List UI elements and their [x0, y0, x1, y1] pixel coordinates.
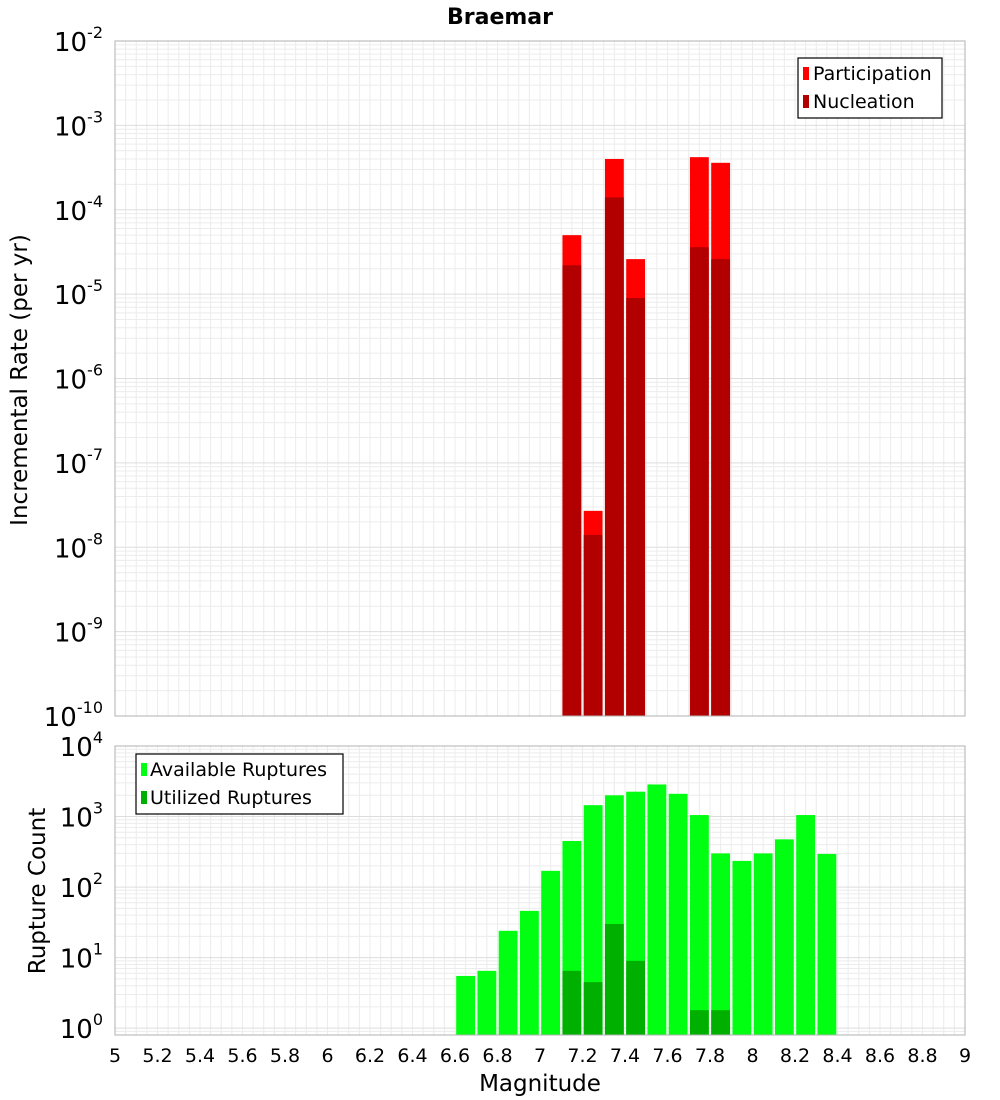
top-legend: Participation Nucleation — [797, 57, 943, 119]
nucleation-bar — [689, 247, 709, 716]
legend-swatch-participation — [803, 67, 809, 80]
x-tick-label: 7.6 — [652, 1045, 682, 1067]
y-tick-label: 101 — [60, 940, 103, 975]
available-ruptures-bar — [689, 815, 709, 1035]
available-ruptures-bar — [774, 839, 794, 1035]
x-tick-label: 6.4 — [397, 1045, 427, 1067]
available-ruptures-bar — [796, 815, 816, 1035]
legend-label-available-ruptures: Available Ruptures — [150, 759, 327, 781]
available-ruptures-bar — [541, 870, 561, 1035]
legend-swatch-available-ruptures — [141, 763, 147, 776]
available-ruptures-bar — [477, 970, 497, 1035]
nucleation-bar — [604, 197, 624, 717]
x-tick-label: 5.2 — [142, 1045, 172, 1067]
x-tick-label: 8.8 — [907, 1045, 937, 1067]
legend-label-utilized-ruptures: Utilized Ruptures — [150, 787, 312, 809]
y-tick-label: 10-9 — [54, 614, 103, 649]
x-tick-label: 8.6 — [865, 1045, 895, 1067]
legend-label-nucleation: Nucleation — [813, 91, 915, 113]
y-tick-label: 10-8 — [54, 529, 103, 564]
y-tick-label: 10-10 — [44, 698, 103, 733]
x-tick-label: 5.6 — [227, 1045, 257, 1067]
available-ruptures-bar — [711, 853, 731, 1035]
utilized-ruptures-bar — [562, 970, 582, 1035]
x-tick-label: 6 — [321, 1045, 333, 1067]
top-y-tick-labels: 10-10 10-9 10-8 10-7 10-6 10-5 10-4 10-3 10-2 — [44, 23, 103, 733]
bottom-plot-frame — [114, 745, 966, 1036]
y-tick-label: 102 — [60, 869, 103, 904]
bottom-legend-box — [135, 753, 344, 815]
top-legend-box — [797, 57, 943, 119]
x-axis-label: Magnitude — [479, 1071, 601, 1097]
utilized-ruptures-bar — [711, 1010, 731, 1035]
legend-swatch-nucleation — [803, 95, 809, 108]
y-tick-label: 10-6 — [54, 361, 103, 396]
top-y-axis-label: Incremental Rate (per yr) — [7, 234, 33, 526]
available-ruptures-bar — [668, 793, 688, 1035]
y-tick-label: 100 — [60, 1010, 103, 1045]
top-plot-frame — [114, 40, 966, 717]
legend-label-participation: Participation — [813, 63, 932, 85]
bottom-y-axis-label: Rupture Count — [25, 808, 51, 974]
x-tick-label: 7.8 — [695, 1045, 725, 1067]
x-tick-label: 7 — [534, 1045, 546, 1067]
x-tick-label: 7.4 — [610, 1045, 640, 1067]
x-tick-label: 5.4 — [185, 1045, 215, 1067]
available-ruptures-bar — [817, 853, 837, 1035]
top-bars — [562, 157, 731, 717]
x-tick-label: 7.2 — [567, 1045, 597, 1067]
y-tick-label: 104 — [60, 728, 103, 763]
bottom-bars — [456, 784, 837, 1035]
x-tick-label: 5.8 — [270, 1045, 300, 1067]
x-tick-label: 5 — [109, 1045, 121, 1067]
nucleation-bar — [562, 265, 582, 716]
utilized-ruptures-bar — [583, 982, 603, 1035]
utilized-ruptures-bar — [604, 923, 624, 1035]
y-tick-label: 10-2 — [54, 23, 103, 58]
y-tick-label: 103 — [60, 799, 103, 834]
chart-title: Braemar — [447, 5, 553, 30]
available-ruptures-bar — [519, 910, 539, 1035]
y-tick-label: 10-3 — [54, 107, 103, 142]
legend-swatch-utilized-ruptures — [141, 791, 147, 804]
x-tick-label: 6.8 — [482, 1045, 512, 1067]
x-tick-label: 8.2 — [780, 1045, 810, 1067]
nucleation-bar — [583, 534, 603, 716]
available-ruptures-bar — [583, 805, 603, 1035]
x-tick-labels: 5 5.2 5.4 5.6 5.8 6 6.2 6.4 6.6 6.8 7 7.2 7.4 7.6 7.8 8… — [109, 1045, 971, 1067]
utilized-ruptures-bar — [689, 1010, 709, 1035]
available-ruptures-bar — [647, 784, 667, 1035]
y-tick-label: 10-5 — [54, 276, 103, 311]
x-tick-label: 8 — [746, 1045, 758, 1067]
available-ruptures-bar — [732, 860, 752, 1035]
bottom-legend: Available Ruptures Utilized Ruptures — [135, 753, 344, 815]
utilized-ruptures-bar — [626, 960, 646, 1035]
x-tick-label: 6.6 — [440, 1045, 470, 1067]
bottom-y-tick-labels: 100 101 102 103 104 — [60, 728, 103, 1045]
top-gridlines — [114, 40, 966, 717]
y-tick-label: 10-7 — [54, 445, 103, 480]
x-tick-label: 6.2 — [355, 1045, 385, 1067]
nucleation-bar — [626, 297, 646, 716]
x-tick-label: 9 — [959, 1045, 971, 1067]
nucleation-bar — [711, 259, 731, 716]
available-ruptures-bar — [753, 853, 773, 1035]
available-ruptures-bar — [498, 930, 518, 1035]
y-tick-label: 10-4 — [54, 192, 103, 227]
available-ruptures-bar — [456, 975, 476, 1035]
x-tick-label: 8.4 — [822, 1045, 852, 1067]
